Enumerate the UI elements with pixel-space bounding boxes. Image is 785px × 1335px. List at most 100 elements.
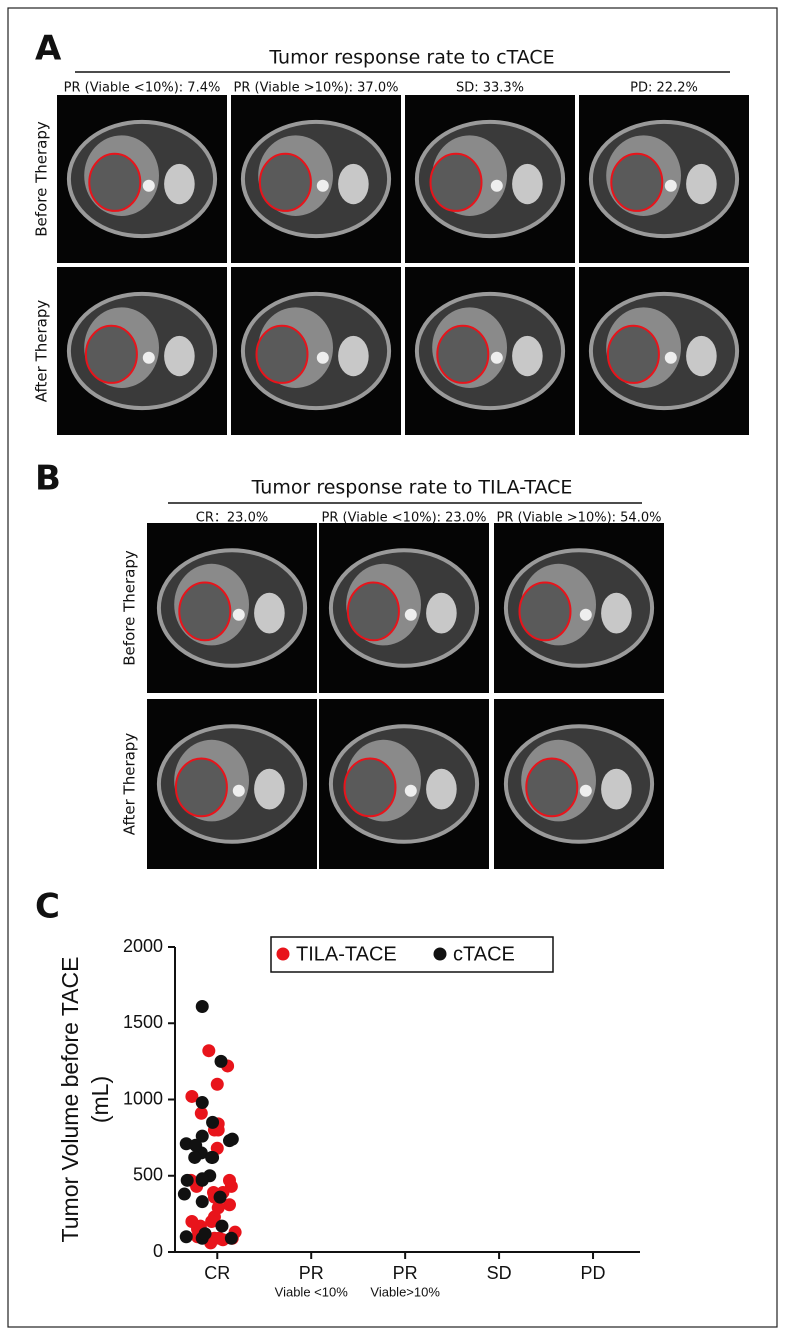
mri-organ	[426, 768, 457, 810]
data-point	[206, 1115, 220, 1129]
mri-organ	[426, 592, 457, 634]
data-point	[206, 1150, 220, 1164]
column-header: PR (Viable <10%): 7.4%	[64, 81, 221, 96]
legend-marker	[276, 947, 290, 961]
mri-vessel	[404, 784, 417, 797]
data-point	[214, 1054, 228, 1068]
mri-organ	[686, 335, 717, 377]
tumor-outline	[436, 324, 490, 384]
data-point	[222, 1198, 236, 1212]
mri-organ	[512, 335, 543, 377]
mri-organ	[254, 768, 285, 810]
y-tick-label: 2000	[123, 936, 163, 956]
data-point	[205, 1215, 219, 1228]
y-tick-label: 0	[153, 1241, 163, 1261]
panel-label: C	[35, 887, 60, 927]
panel-label: A	[35, 29, 62, 69]
data-point	[195, 999, 209, 1013]
mri-vessel	[490, 351, 503, 364]
panel-label: B	[35, 459, 61, 499]
x-tick-label: SD	[487, 1263, 512, 1283]
mri-organ	[686, 163, 717, 205]
data-point	[222, 1173, 236, 1187]
data-point	[195, 1096, 209, 1110]
mri-organ	[164, 335, 195, 377]
tumor-outline	[429, 152, 483, 212]
row-label: After Therapy	[121, 733, 139, 836]
data-point	[195, 1129, 209, 1143]
mri-vessel	[664, 179, 677, 192]
panel-title: Tumor response rate to cTACE	[268, 47, 554, 69]
mri-organ	[254, 592, 285, 634]
data-point	[210, 1077, 224, 1091]
mri-vessel	[490, 179, 503, 192]
mri-vessel	[579, 608, 592, 621]
data-point	[213, 1190, 227, 1204]
y-tick-label: 1500	[123, 1012, 163, 1032]
data-point	[215, 1219, 229, 1233]
data-point	[188, 1150, 202, 1164]
mri-organ	[338, 335, 369, 377]
row-label: Before Therapy	[121, 550, 139, 666]
column-header: SD: 33.3%	[456, 81, 524, 96]
figure-border	[7, 7, 778, 1328]
x-tick-label: PD	[581, 1263, 606, 1283]
tumor-outline	[255, 324, 309, 384]
legend-label: cTACE	[453, 943, 515, 965]
data-point	[185, 1089, 199, 1103]
mri-vessel	[316, 179, 329, 192]
mri-organ	[601, 768, 632, 810]
tumor-outline	[346, 581, 400, 642]
y-axis-label: Tumor Volume before TACE	[57, 957, 83, 1243]
panel-title: Tumor response rate to TILA-TACE	[251, 477, 573, 499]
tumor-outline	[525, 757, 579, 818]
y-tick-label: 1000	[123, 1088, 163, 1108]
legend-label: TILA-TACE	[296, 943, 397, 965]
tumor-outline	[174, 757, 228, 818]
tumor-outline	[84, 324, 138, 384]
x-tick-note: Viable>10%	[370, 1284, 440, 1299]
mri-vessel	[232, 608, 245, 621]
tumor-outline	[610, 152, 664, 212]
data-point	[195, 1195, 209, 1209]
column-header: PD: 22.2%	[630, 81, 698, 96]
column-header: PR (Viable >10%): 37.0%	[234, 81, 399, 96]
tumor-outline	[178, 581, 232, 642]
legend-marker	[433, 947, 447, 961]
column-header: PR (Viable >10%): 54.0%	[497, 511, 662, 526]
mri-vessel	[404, 608, 417, 621]
data-point	[198, 1227, 212, 1241]
mri-organ	[601, 592, 632, 634]
tumor-outline	[258, 152, 312, 212]
tumor-outline	[518, 581, 572, 642]
mri-organ	[338, 163, 369, 205]
y-tick-label: 500	[133, 1165, 163, 1185]
column-header: PR (Viable <10%): 23.0%	[322, 511, 487, 526]
y-axis-label: (mL)	[87, 1076, 113, 1123]
tumor-outline	[606, 324, 660, 384]
data-point	[224, 1231, 238, 1245]
x-tick-label: PR	[299, 1263, 324, 1283]
row-label: Before Therapy	[33, 121, 51, 237]
mri-vessel	[664, 351, 677, 364]
legend-box	[270, 936, 554, 973]
data-point	[180, 1173, 194, 1187]
data-point	[222, 1134, 236, 1148]
mri-vessel	[579, 784, 592, 797]
data-point	[195, 1172, 209, 1186]
data-point	[202, 1044, 216, 1058]
mri-vessel	[316, 351, 329, 364]
data-point	[177, 1187, 191, 1201]
data-point	[185, 1215, 199, 1228]
column-header: CR：23.0%	[196, 511, 268, 526]
tumor-outline	[343, 757, 397, 818]
tumor-outline	[88, 152, 142, 212]
x-tick-note: Viable <10%	[275, 1284, 349, 1299]
mri-organ	[512, 163, 543, 205]
mri-vessel	[232, 784, 245, 797]
mri-organ	[164, 163, 195, 205]
row-label: After Therapy	[33, 300, 51, 403]
x-tick-label: CR	[204, 1263, 230, 1283]
mri-vessel	[142, 351, 155, 364]
